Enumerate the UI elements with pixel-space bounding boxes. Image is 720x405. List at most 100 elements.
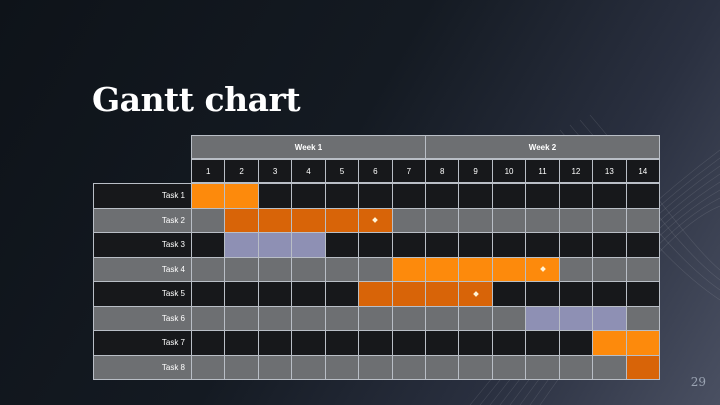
day-header: 5 xyxy=(324,159,360,183)
gantt-bar-cell xyxy=(425,256,460,282)
grid-cell xyxy=(358,183,393,209)
grid-cell xyxy=(391,232,426,258)
grid-cell xyxy=(558,232,594,258)
page-title: Gantt chart xyxy=(92,80,301,119)
day-header: 3 xyxy=(257,159,293,183)
grid-cell xyxy=(191,281,226,307)
grid-cell xyxy=(558,330,594,356)
grid-cell xyxy=(625,183,660,209)
task-label: Task 6 xyxy=(93,305,192,331)
grid-cell xyxy=(224,354,259,380)
grid-cell xyxy=(558,281,594,307)
grid-cell xyxy=(358,256,393,282)
gantt-bar-cell xyxy=(358,207,393,233)
grid-cell xyxy=(224,281,259,307)
grid-cell xyxy=(257,281,293,307)
gantt-bar-cell xyxy=(592,305,627,331)
grid-cell xyxy=(458,330,493,356)
grid-cell xyxy=(425,207,460,233)
grid-cell xyxy=(425,330,460,356)
task-label: Task 4 xyxy=(93,256,192,282)
grid-cell xyxy=(592,183,627,209)
grid-cell xyxy=(291,281,326,307)
grid-cell xyxy=(358,354,393,380)
grid-cell xyxy=(224,256,259,282)
day-header: 8 xyxy=(425,159,460,183)
week-header: Week 2 xyxy=(425,135,660,159)
grid-cell xyxy=(491,330,527,356)
grid-cell xyxy=(558,207,594,233)
gantt-bar-cell xyxy=(491,256,527,282)
grid-cell xyxy=(391,183,426,209)
gantt-bar-cell xyxy=(458,281,493,307)
grid-cell xyxy=(625,207,660,233)
day-header: 7 xyxy=(391,159,426,183)
grid-cell xyxy=(358,330,393,356)
gantt-bar-cell xyxy=(391,256,426,282)
milestone-marker xyxy=(539,266,546,273)
grid-cell xyxy=(291,256,326,282)
task-label: Task 8 xyxy=(93,354,192,380)
gantt-bar-cell xyxy=(458,256,493,282)
day-header: 12 xyxy=(558,159,594,183)
grid-cell xyxy=(625,281,660,307)
grid-cell xyxy=(491,305,527,331)
grid-cell xyxy=(525,183,560,209)
grid-cell xyxy=(558,256,594,282)
gantt-bar-cell xyxy=(358,281,393,307)
grid-cell xyxy=(458,354,493,380)
grid-cell xyxy=(525,232,560,258)
grid-cell xyxy=(257,354,293,380)
day-header: 4 xyxy=(291,159,326,183)
grid-cell xyxy=(425,354,460,380)
grid-cell xyxy=(491,281,527,307)
gantt-bar-cell xyxy=(291,232,326,258)
page-number: 29 xyxy=(690,375,706,389)
grid-cell xyxy=(558,354,594,380)
grid-cell xyxy=(191,330,226,356)
gantt-bar-cell xyxy=(625,354,660,380)
grid-cell xyxy=(324,354,360,380)
grid-cell xyxy=(592,256,627,282)
grid-cell xyxy=(257,330,293,356)
grid-cell xyxy=(291,354,326,380)
task-label: Task 2 xyxy=(93,207,192,233)
day-header: 9 xyxy=(458,159,493,183)
grid-cell xyxy=(191,256,226,282)
grid-cell xyxy=(525,281,560,307)
grid-cell xyxy=(592,281,627,307)
gantt-bar-cell xyxy=(224,183,259,209)
grid-cell xyxy=(291,330,326,356)
gantt-bar-cell xyxy=(625,330,660,356)
grid-cell xyxy=(191,207,226,233)
grid-cell xyxy=(224,305,259,331)
grid-cell xyxy=(425,305,460,331)
grid-cell xyxy=(458,305,493,331)
milestone-marker xyxy=(372,217,379,224)
grid-cell xyxy=(491,354,527,380)
grid-cell xyxy=(491,207,527,233)
grid-cell xyxy=(324,330,360,356)
grid-cell xyxy=(324,256,360,282)
gantt-bar-cell xyxy=(558,305,594,331)
task-label: Task 7 xyxy=(93,330,192,356)
gantt-bar-cell xyxy=(224,232,259,258)
milestone-marker xyxy=(472,290,479,297)
task-label: Task 5 xyxy=(93,281,192,307)
grid-cell xyxy=(391,207,426,233)
grid-cell xyxy=(425,183,460,209)
grid-cell xyxy=(458,183,493,209)
task-label: Task 3 xyxy=(93,232,192,258)
grid-cell xyxy=(558,183,594,209)
grid-cell xyxy=(425,232,460,258)
day-header: 10 xyxy=(491,159,527,183)
gantt-bar-cell xyxy=(257,207,293,233)
grid-cell xyxy=(291,305,326,331)
grid-cell xyxy=(191,354,226,380)
gantt-bar-cell xyxy=(257,232,293,258)
grid-cell xyxy=(324,305,360,331)
grid-cell xyxy=(224,330,259,356)
gantt-bar-cell xyxy=(525,256,560,282)
gantt-bar-cell xyxy=(224,207,259,233)
